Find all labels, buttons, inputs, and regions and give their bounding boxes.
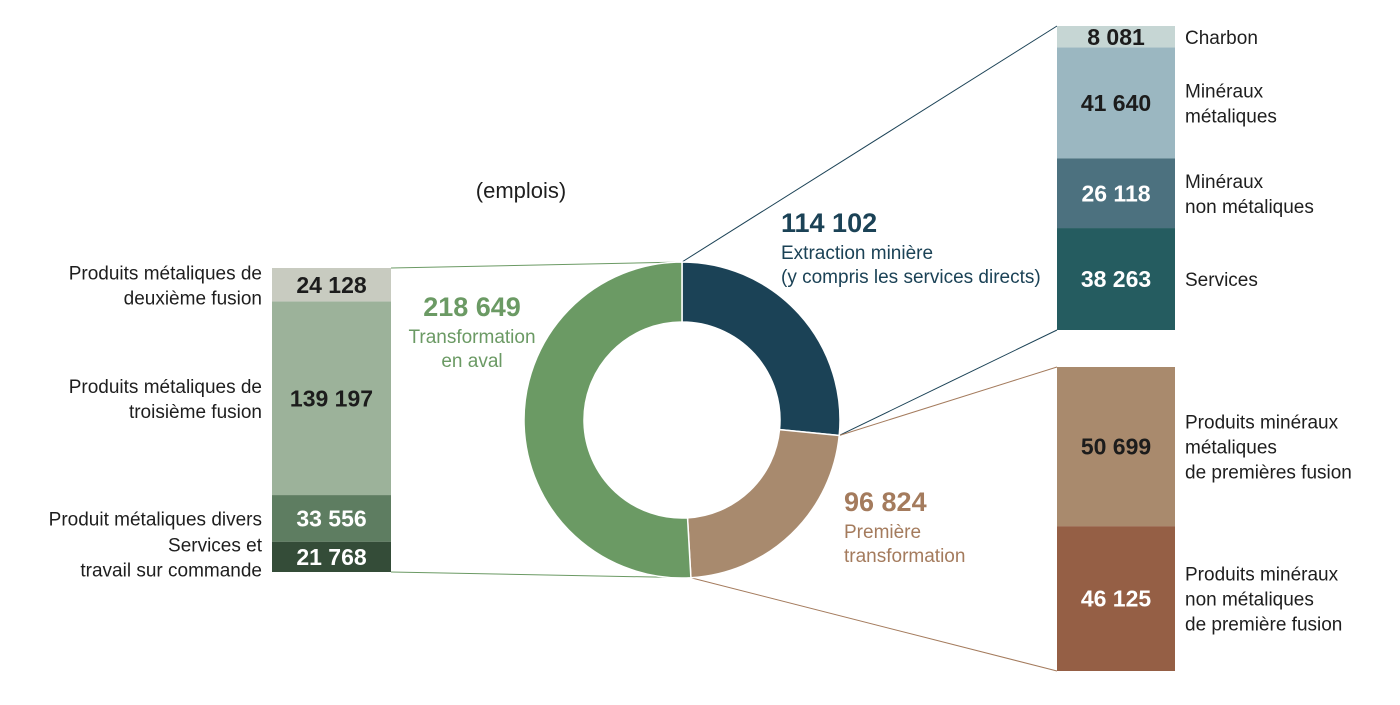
donut-label-extraction-line: Extraction minière xyxy=(781,243,933,264)
bar-segment-aval-2 xyxy=(272,495,391,542)
bar-segment-extraction-2 xyxy=(1057,158,1175,229)
category-label-aval-1-line: Produits métaliques de xyxy=(69,377,262,398)
donut-label-extraction: Extraction minière (y compris les service… xyxy=(781,243,1041,288)
category-label-aval-2-line: Produit métaliques divers xyxy=(49,509,262,530)
bar-segment-extraction-0 xyxy=(1057,26,1175,48)
value-label-aval-3: 21 768 xyxy=(296,544,367,570)
category-label-extraction-2-line: non métaliques xyxy=(1185,197,1314,218)
stack-transformation-aval: 24 128 Produits métaliques de deuxième fus… xyxy=(49,263,391,581)
value-label-aval-1: 139 197 xyxy=(290,385,373,411)
connector-extraction-bottom xyxy=(839,329,1058,436)
donut-slice-extraction xyxy=(681,261,841,437)
connector-lines xyxy=(390,25,1058,672)
category-label-aval-2: Produit métaliques divers xyxy=(49,509,262,530)
category-label-aval-0-line: Produits métaliques de xyxy=(69,263,262,284)
category-label-aval-1-line: troisième fusion xyxy=(129,402,262,423)
bar-segment-aval-3 xyxy=(272,541,391,572)
bar-segment-aval-0 xyxy=(272,268,391,302)
value-label-aval-2: 33 556 xyxy=(296,505,366,531)
connector-extraction-top xyxy=(681,25,1058,263)
category-label-premiere-1-line: non métaliques xyxy=(1185,590,1314,611)
donut-label-extraction-line: (y compris les services directs) xyxy=(781,267,1041,288)
bar-segment-extraction-1 xyxy=(1057,47,1175,159)
value-label-extraction-0: 8 081 xyxy=(1087,24,1145,50)
donut-label-premiere-line: transformation xyxy=(844,546,965,567)
connector-aval-top xyxy=(390,261,683,269)
category-label-extraction-3-line: Services xyxy=(1185,270,1258,291)
donut-label-aval-line: Transformation xyxy=(408,327,535,348)
donut-label-aval: Transformation en aval xyxy=(408,327,535,372)
category-label-extraction-0-line: Charbon xyxy=(1185,28,1258,49)
unit-label: (emplois) xyxy=(476,178,566,203)
value-label-premiere-0: 50 699 xyxy=(1081,434,1151,460)
donut-label-premiere: Première transformation xyxy=(844,522,965,567)
category-label-premiere-1: Produits minéraux non métaliques de premiè… xyxy=(1185,565,1342,636)
bar-segment-extraction-3 xyxy=(1057,228,1175,330)
category-label-extraction-0: Charbon xyxy=(1185,28,1258,49)
category-label-extraction-2: Minéraux non métaliques xyxy=(1185,172,1314,218)
category-label-premiere-0: Produits minéraux métaliques de premières … xyxy=(1185,413,1352,484)
category-label-premiere-1-line: Produits minéraux xyxy=(1185,565,1339,586)
category-label-aval-3-line: travail sur commande xyxy=(80,560,262,581)
donut-label-aval-line: en aval xyxy=(441,351,502,372)
bar-segment-premiere-0 xyxy=(1057,367,1175,527)
category-label-aval-3-line: Services et xyxy=(168,535,263,556)
donut-total-extraction: 114 102 xyxy=(781,208,877,238)
connector-premiere-top xyxy=(839,366,1058,436)
donut-label-premiere-line: Première xyxy=(844,522,921,543)
value-label-extraction-3: 38 263 xyxy=(1081,266,1151,292)
category-label-premiere-1-line: de première fusion xyxy=(1185,615,1342,636)
value-label-aval-0: 24 128 xyxy=(296,272,367,298)
category-label-extraction-1: Minéraux métaliques xyxy=(1185,82,1277,128)
donut-slice-aval xyxy=(523,261,692,579)
category-label-extraction-3: Services xyxy=(1185,270,1258,291)
value-label-extraction-2: 26 118 xyxy=(1081,180,1150,206)
connector-premiere-bottom xyxy=(690,577,1058,672)
value-label-extraction-1: 41 640 xyxy=(1081,90,1151,116)
category-label-aval-1: Produits métaliques de troisième fusion xyxy=(69,377,262,423)
category-label-extraction-1-line: Minéraux xyxy=(1185,82,1264,103)
category-label-aval-3: Services et travail sur commande xyxy=(80,535,262,581)
category-label-premiere-0-line: de premières fusion xyxy=(1185,463,1352,484)
donut-slice-premiere xyxy=(686,428,841,579)
stack-extraction-miniere: 8 081 Charbon 41 640 Minéraux métaliques 26 1… xyxy=(1057,24,1314,330)
donut-labels: 114 102 Extraction minière (y compris les … xyxy=(408,208,1040,567)
category-label-extraction-1-line: métaliques xyxy=(1185,107,1277,128)
bar-segment-aval-1 xyxy=(272,301,391,496)
category-label-aval-0: Produits métaliques de deuxième fusion xyxy=(69,263,262,309)
stack-premiere-transformation: 50 699 Produits minéraux métaliques de prem… xyxy=(1057,367,1352,671)
connector-aval-bottom xyxy=(390,571,691,579)
category-label-extraction-2-line: Minéraux xyxy=(1185,172,1264,193)
donut-total-aval: 218 649 xyxy=(423,292,521,322)
value-label-premiere-1: 46 125 xyxy=(1081,586,1152,612)
bar-segment-premiere-1 xyxy=(1057,526,1175,671)
category-label-premiere-0-line: métaliques xyxy=(1185,438,1277,459)
category-label-aval-0-line: deuxième fusion xyxy=(124,288,262,309)
donut-total-premiere: 96 824 xyxy=(844,487,927,517)
category-label-premiere-0-line: Produits minéraux xyxy=(1185,413,1339,434)
donut xyxy=(523,261,841,579)
